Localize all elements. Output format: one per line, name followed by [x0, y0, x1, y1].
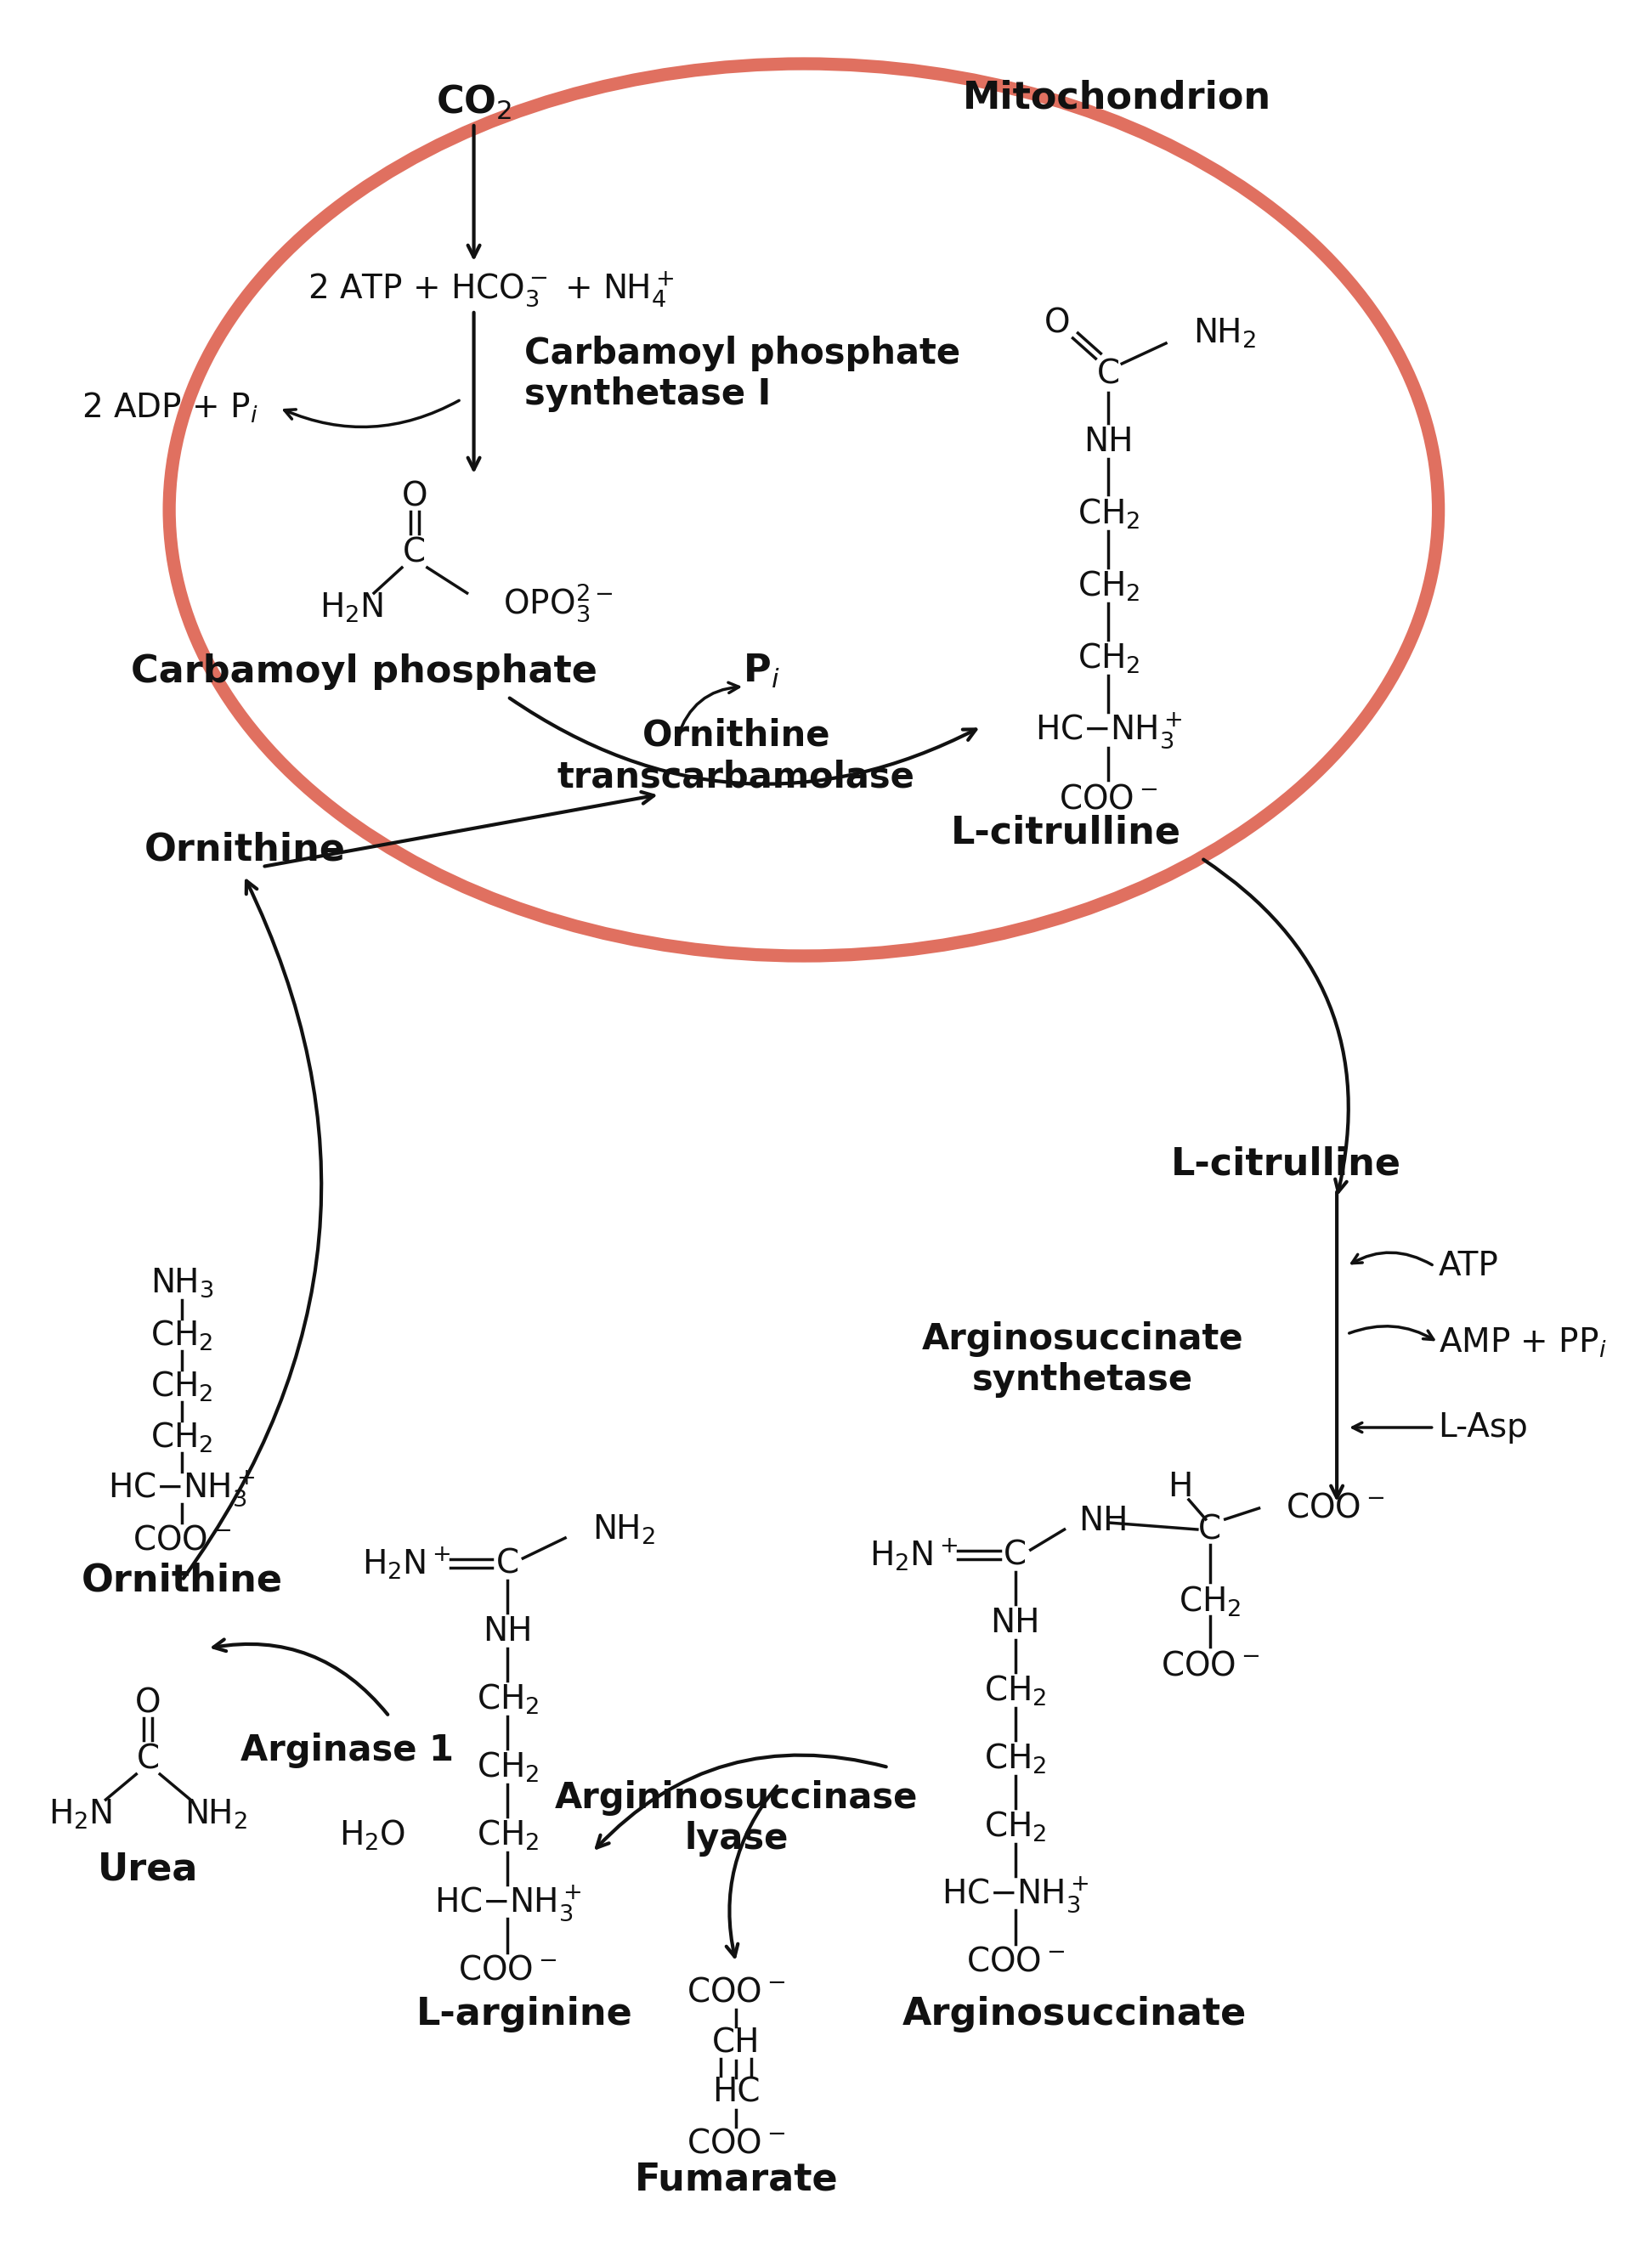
Text: Argininosuccinase
lyase: Argininosuccinase lyase: [555, 1780, 919, 1857]
Text: C: C: [1097, 358, 1120, 390]
Text: P$_i$: P$_i$: [743, 653, 780, 689]
Text: NH$_2$: NH$_2$: [593, 1512, 656, 1546]
Text: L-citrulline: L-citrulline: [952, 814, 1181, 850]
Text: NH$_3$: NH$_3$: [150, 1267, 213, 1299]
Text: CH$_2$: CH$_2$: [1180, 1585, 1241, 1619]
Text: COO$^-$: COO$^-$: [1059, 782, 1158, 814]
Text: COO$^-$: COO$^-$: [1161, 1650, 1259, 1682]
Text: CH$_2$: CH$_2$: [476, 1750, 539, 1784]
Text: Ornithine
transcarbamolase: Ornithine transcarbamolase: [557, 719, 915, 796]
Text: NH: NH: [1084, 426, 1133, 458]
Text: CH$_2$: CH$_2$: [1077, 496, 1140, 530]
Text: O: O: [135, 1687, 160, 1721]
Text: H$_2$N$^+$: H$_2$N$^+$: [362, 1546, 451, 1582]
Text: OPO$_3^{2-}$: OPO$_3^{2-}$: [504, 583, 613, 626]
Text: O: O: [1044, 306, 1070, 340]
Text: H$_2$O: H$_2$O: [339, 1818, 406, 1852]
Text: AMP + PP$_i$: AMP + PP$_i$: [1439, 1326, 1606, 1360]
Text: 2 ATP + HCO$_3^-$ + NH$_4^+$: 2 ATP + HCO$_3^-$ + NH$_4^+$: [307, 270, 674, 308]
Text: HC$-$NH$_3^+$: HC$-$NH$_3^+$: [109, 1469, 256, 1508]
Text: H$_2$N$^+$: H$_2$N$^+$: [869, 1537, 958, 1573]
Text: L-citrulline: L-citrulline: [1171, 1145, 1401, 1183]
Text: NH$_2$: NH$_2$: [1193, 317, 1256, 349]
Text: CH$_2$: CH$_2$: [476, 1818, 539, 1852]
Text: CH$_2$: CH$_2$: [150, 1369, 213, 1403]
Text: COO$^-$: COO$^-$: [966, 1945, 1064, 1977]
Text: COO$^-$: COO$^-$: [687, 2129, 785, 2160]
Text: H$_2$N: H$_2$N: [319, 592, 383, 623]
Text: CH$_2$: CH$_2$: [476, 1682, 539, 1716]
Text: Fumarate: Fumarate: [634, 2160, 838, 2197]
Text: COO$^-$: COO$^-$: [458, 1954, 557, 1986]
Text: CH$_2$: CH$_2$: [1077, 642, 1140, 676]
Text: CH$_2$: CH$_2$: [985, 1673, 1046, 1707]
Text: O: O: [401, 481, 428, 512]
Text: C: C: [496, 1548, 519, 1580]
Text: Arginase 1: Arginase 1: [240, 1732, 454, 1768]
Text: C: C: [1004, 1539, 1028, 1571]
Text: CH$_2$: CH$_2$: [1077, 569, 1140, 603]
Text: HC: HC: [712, 2077, 760, 2108]
Text: Carbamoyl phosphate
synthetase I: Carbamoyl phosphate synthetase I: [525, 336, 960, 413]
Text: CH$_2$: CH$_2$: [150, 1319, 213, 1353]
Text: NH: NH: [991, 1607, 1041, 1639]
Text: CO$_2$: CO$_2$: [436, 84, 512, 120]
Text: H: H: [1168, 1471, 1193, 1503]
Text: C: C: [403, 537, 426, 569]
Text: HC$-$NH$_3^+$: HC$-$NH$_3^+$: [434, 1884, 582, 1922]
Text: COO$^-$: COO$^-$: [132, 1523, 231, 1555]
Text: CH: CH: [712, 2027, 760, 2061]
Text: HC$-$NH$_3^+$: HC$-$NH$_3^+$: [1034, 712, 1183, 750]
Text: NH: NH: [482, 1616, 532, 1648]
Text: Carbamoyl phosphate: Carbamoyl phosphate: [131, 653, 596, 689]
Text: CH$_2$: CH$_2$: [150, 1421, 213, 1455]
Text: COO$^-$: COO$^-$: [1285, 1492, 1384, 1523]
Text: COO$^-$: COO$^-$: [687, 1977, 785, 2009]
Text: C: C: [1198, 1514, 1221, 1546]
Text: H$_2$N: H$_2$N: [48, 1798, 112, 1832]
Text: CH$_2$: CH$_2$: [985, 1741, 1046, 1775]
Text: L-Asp: L-Asp: [1439, 1412, 1528, 1444]
Text: 2 ADP + P$_i$: 2 ADP + P$_i$: [81, 390, 258, 424]
Text: Ornithine: Ornithine: [81, 1562, 282, 1598]
Text: HC$-$NH$_3^+$: HC$-$NH$_3^+$: [942, 1875, 1089, 1916]
Text: CH$_2$: CH$_2$: [985, 1809, 1046, 1843]
Text: Ornithine: Ornithine: [145, 832, 345, 868]
Text: Arginosuccinate
synthetase: Arginosuccinate synthetase: [922, 1322, 1244, 1399]
Text: Mitochondrion: Mitochondrion: [963, 79, 1270, 116]
Text: NH$_2$: NH$_2$: [185, 1798, 248, 1832]
Text: ATP: ATP: [1439, 1249, 1498, 1283]
Text: Arginosuccinate: Arginosuccinate: [902, 1995, 1247, 2031]
Text: C: C: [137, 1743, 160, 1775]
Text: Urea: Urea: [97, 1852, 198, 1888]
Text: L-arginine: L-arginine: [416, 1995, 633, 2031]
Text: NH: NH: [1079, 1505, 1128, 1537]
